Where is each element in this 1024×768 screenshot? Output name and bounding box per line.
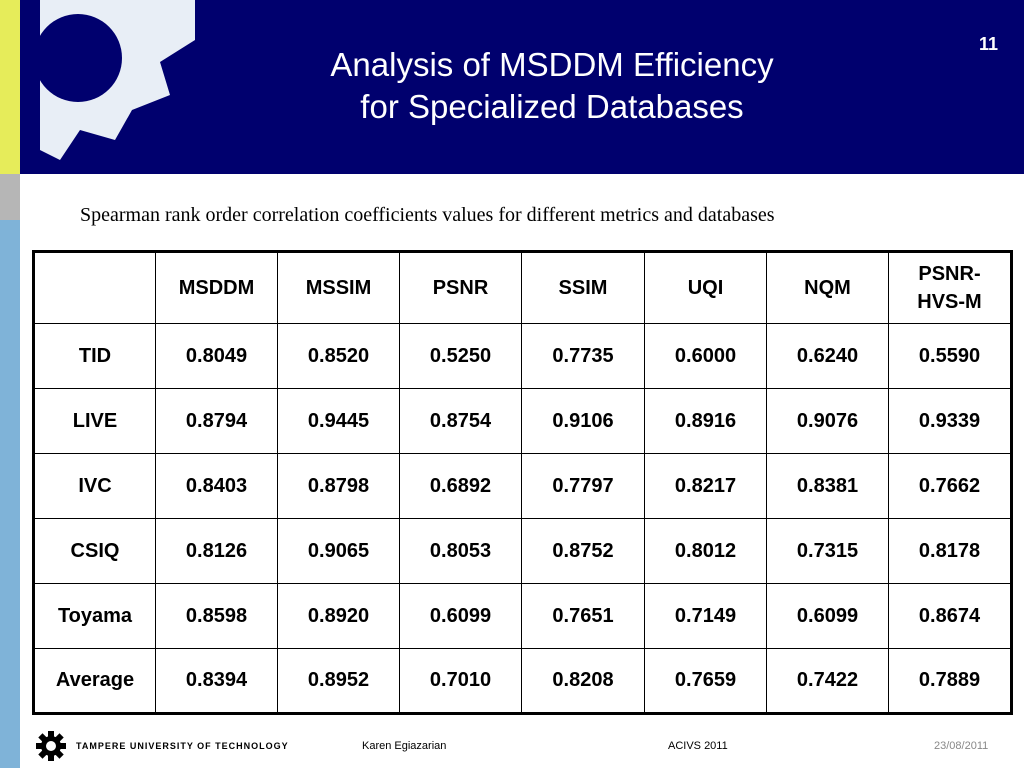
table-row: CSIQ 0.8126 0.9065 0.8053 0.8752 0.8012 …: [33, 518, 1012, 584]
footer-conference: ACIVS 2011: [668, 740, 728, 752]
slide-header: Analysis of MSDDM Efficiency for Special…: [20, 0, 1024, 174]
table-cell: 0.8952: [277, 648, 400, 714]
column-header: PSNR: [399, 251, 522, 324]
column-header: PSNR- HVS-M: [888, 251, 1012, 324]
table-cell: 0.8053: [399, 518, 522, 584]
table-cell: 0.7422: [766, 648, 889, 714]
footer-date: 23/08/2011: [934, 740, 989, 752]
row-header: Average: [33, 648, 156, 714]
table-row: Average 0.8394 0.8952 0.7010 0.8208 0.76…: [33, 648, 1012, 714]
footer-university: TAMPERE UNIVERSITY OF TECHNOLOGY: [76, 741, 289, 751]
corner-cell: [33, 251, 156, 324]
table-cell: 0.8012: [644, 518, 767, 584]
table-cell: 0.5250: [399, 323, 522, 389]
column-header: MSSIM: [277, 251, 400, 324]
row-header: IVC: [33, 453, 156, 519]
row-header: CSIQ: [33, 518, 156, 584]
column-header: MSDDM: [155, 251, 278, 324]
table-header-row: MSDDM MSSIM PSNR SSIM UQI NQM PSNR- HVS-…: [33, 251, 1012, 324]
table-cell: 0.8403: [155, 453, 278, 519]
table-cell: 0.6000: [644, 323, 767, 389]
table-cell: 0.9445: [277, 388, 400, 454]
table-cell: 0.7315: [766, 518, 889, 584]
table-cell: 0.9339: [888, 388, 1012, 454]
table-cell: 0.5590: [888, 323, 1012, 389]
table-cell: 0.6099: [399, 583, 522, 649]
table-cell: 0.9106: [521, 388, 645, 454]
footer-author: Karen Egiazarian: [362, 740, 447, 752]
table-row: IVC 0.8403 0.8798 0.6892 0.7797 0.8217 0…: [33, 453, 1012, 519]
table-cell: 0.8598: [155, 583, 278, 649]
table-cell: 0.8126: [155, 518, 278, 584]
table-row: LIVE 0.8794 0.9445 0.8754 0.9106 0.8916 …: [33, 388, 1012, 454]
table-cell: 0.6892: [399, 453, 522, 519]
table-cell: 0.8049: [155, 323, 278, 389]
table-cell: 0.8794: [155, 388, 278, 454]
table-cell: 0.6099: [766, 583, 889, 649]
column-header: UQI: [644, 251, 767, 324]
column-header: NQM: [766, 251, 889, 324]
tut-gear-logo-icon: [36, 731, 66, 761]
table-cell: 0.8674: [888, 583, 1012, 649]
table-cell: 0.8916: [644, 388, 767, 454]
table-row: Toyama 0.8598 0.8920 0.6099 0.7651 0.714…: [33, 583, 1012, 649]
table-cell: 0.9076: [766, 388, 889, 454]
table-cell: 0.7797: [521, 453, 645, 519]
table-cell: 0.8208: [521, 648, 645, 714]
table-cell: 0.8381: [766, 453, 889, 519]
table-cell: 0.7149: [644, 583, 767, 649]
table-cell: 0.8920: [277, 583, 400, 649]
row-header: LIVE: [33, 388, 156, 454]
title-line-1: Analysis of MSDDM Efficiency: [330, 46, 774, 83]
table-cell: 0.8178: [888, 518, 1012, 584]
table-cell: 0.9065: [277, 518, 400, 584]
slide-title: Analysis of MSDDM Efficiency for Special…: [20, 44, 1024, 128]
table-cell: 0.7651: [521, 583, 645, 649]
title-line-2: for Specialized Databases: [360, 88, 744, 125]
table-cell: 0.8394: [155, 648, 278, 714]
row-header: TID: [33, 323, 156, 389]
correlation-table: MSDDM MSSIM PSNR SSIM UQI NQM PSNR- HVS-…: [32, 250, 1013, 715]
row-header: Toyama: [33, 583, 156, 649]
table-cell: 0.7659: [644, 648, 767, 714]
table-cell: 0.8798: [277, 453, 400, 519]
table-cell: 0.7010: [399, 648, 522, 714]
accent-strip-yellow: [0, 0, 20, 174]
table-cell: 0.8754: [399, 388, 522, 454]
table-caption: Spearman rank order correlation coeffici…: [80, 204, 775, 226]
column-header: SSIM: [521, 251, 645, 324]
table-cell: 0.8752: [521, 518, 645, 584]
accent-strip-gray: [0, 174, 20, 220]
table-row: TID 0.8049 0.8520 0.5250 0.7735 0.6000 0…: [33, 323, 1012, 389]
gear-watermark-icon: [34, 0, 195, 160]
table-cell: 0.7662: [888, 453, 1012, 519]
table-cell: 0.6240: [766, 323, 889, 389]
slide-number: 11: [978, 34, 998, 54]
table-cell: 0.7735: [521, 323, 645, 389]
table-cell: 0.8217: [644, 453, 767, 519]
accent-strip-blue: [0, 220, 20, 768]
table-cell: 0.7889: [888, 648, 1012, 714]
table-cell: 0.8520: [277, 323, 400, 389]
